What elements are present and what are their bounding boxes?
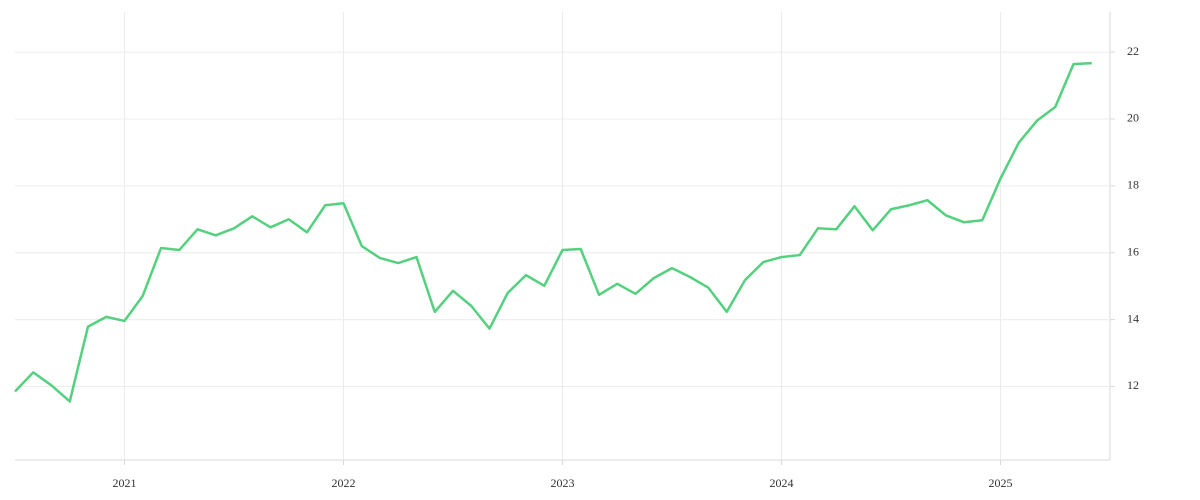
- y-tick-label: 12: [1127, 378, 1139, 392]
- y-tick-label: 22: [1127, 44, 1139, 58]
- x-tick-label: 2023: [551, 476, 575, 490]
- y-tick-label: 20: [1127, 111, 1139, 125]
- x-tick-label: 2021: [113, 476, 137, 490]
- x-tick-label: 2025: [989, 476, 1013, 490]
- x-tick-label: 2022: [332, 476, 356, 490]
- y-tick-label: 18: [1127, 178, 1139, 192]
- y-tick-label: 16: [1127, 244, 1139, 258]
- x-tick-label: 2024: [770, 476, 794, 490]
- y-tick-label: 14: [1127, 311, 1139, 325]
- data-line: [14, 61, 1092, 403]
